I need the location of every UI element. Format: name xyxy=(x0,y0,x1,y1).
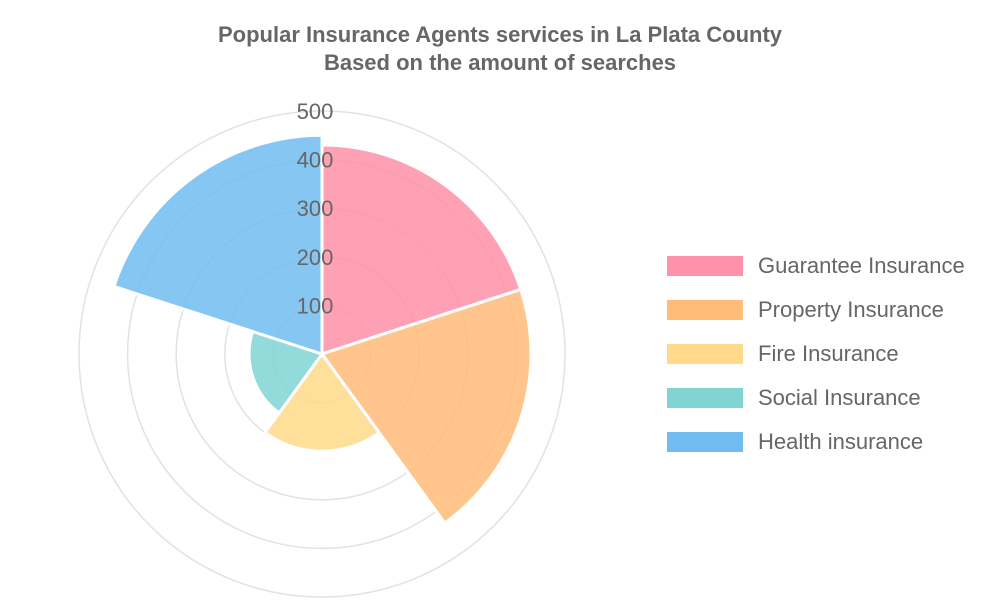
legend-item[interactable]: Health insurance xyxy=(667,420,965,464)
sector-guarantee-insurance[interactable] xyxy=(320,143,523,357)
radial-tick-labels: 100 200 300 400 500 xyxy=(297,99,334,318)
legend-item[interactable]: Property Insurance xyxy=(667,288,965,332)
legend-label: Fire Insurance xyxy=(758,341,899,366)
tick-label-500: 500 xyxy=(297,99,334,124)
legend-swatch xyxy=(667,344,743,364)
legend-label: Guarantee Insurance xyxy=(758,253,965,278)
grid-ring-500 xyxy=(78,110,566,598)
legend-item[interactable]: Guarantee Insurance xyxy=(667,244,965,288)
legend-label: Property Insurance xyxy=(758,297,944,322)
legend-item[interactable]: Fire Insurance xyxy=(667,332,965,376)
sector-property-insurance[interactable] xyxy=(319,287,533,526)
chart-legend: Guarantee Insurance Property Insurance Fir… xyxy=(667,244,965,464)
chart-subtitle: Based on the amount of searches xyxy=(323,50,677,75)
tick-label-300: 300 xyxy=(297,196,334,221)
legend-swatch xyxy=(667,432,743,452)
sector-health-insurance[interactable] xyxy=(112,133,324,357)
tick-label-100: 100 xyxy=(297,293,334,318)
legend-item[interactable]: Social Insurance xyxy=(667,376,965,420)
legend-swatch xyxy=(667,300,743,320)
legend-swatch xyxy=(667,388,743,408)
sector-fire-insurance[interactable] xyxy=(262,351,382,453)
tick-label-400: 400 xyxy=(297,148,334,173)
legend-label: Health insurance xyxy=(758,429,924,454)
legend-label: Social Insurance xyxy=(758,385,921,410)
chart-title: Popular Insurance Agents services in La … xyxy=(217,22,783,47)
sectors xyxy=(112,133,533,526)
sector-social-insurance[interactable] xyxy=(247,329,325,416)
tick-label-200: 200 xyxy=(297,245,334,270)
legend-swatch xyxy=(667,256,743,276)
